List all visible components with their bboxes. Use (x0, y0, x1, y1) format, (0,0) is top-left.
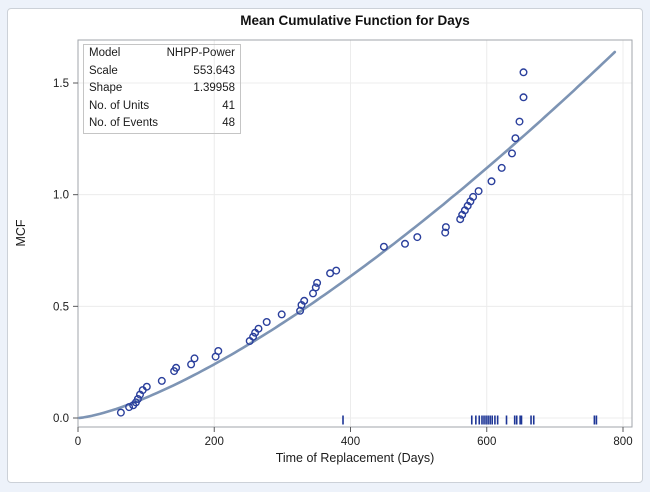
inset-label: No. of Events (89, 117, 159, 129)
inset-value: 41 (222, 99, 235, 112)
inset-row-model: Model NHPP-Power (84, 45, 240, 63)
mcf-point (469, 192, 478, 201)
figure-panel (7, 8, 643, 483)
mcf-point (277, 310, 286, 319)
inset-value: 1.39958 (193, 82, 235, 94)
y-tick-label: 1.5 (53, 78, 69, 90)
mcf-point (172, 363, 181, 372)
model-inset-table: Model NHPP-Power Scale 553.643 Shape 1.3… (83, 44, 241, 134)
mcf-point (487, 177, 496, 186)
inset-label: Model (89, 47, 121, 59)
axis-ticks (73, 82, 624, 432)
mcf-points (116, 68, 528, 417)
y-axis-title: MCF (14, 219, 28, 247)
mcf-point (262, 318, 271, 327)
x-tick-label: 200 (205, 436, 224, 448)
y-tick-label: 0.5 (53, 301, 69, 313)
mcf-point (401, 239, 410, 248)
mcf-point (441, 223, 450, 232)
rug-marks (342, 415, 598, 425)
mcf-point (300, 296, 309, 305)
inset-label: Scale (89, 64, 118, 77)
y-tick-label: 1.0 (53, 190, 69, 202)
mcf-point (157, 376, 166, 385)
mcf-point (116, 408, 125, 417)
inset-row-scale: Scale 553.643 (84, 63, 240, 81)
mcf-point (515, 117, 524, 126)
inset-value: NHPP-Power (166, 47, 235, 59)
mcf-point (519, 93, 528, 102)
mcf-point (249, 332, 258, 341)
x-tick-labels: 0 200 400 600 800 (75, 436, 633, 448)
inset-value: 48 (222, 117, 235, 129)
mcf-point (214, 347, 223, 356)
mcf-point (190, 354, 199, 363)
plot-frame (77, 39, 633, 428)
mcf-point (456, 215, 465, 224)
mcf-point (511, 134, 520, 143)
mcf-point (332, 266, 341, 275)
inset-value: 553.643 (193, 64, 235, 77)
x-tick-label: 0 (75, 436, 81, 448)
inset-row-shape: Shape 1.39958 (84, 80, 240, 98)
mcf-point (379, 242, 388, 251)
inset-label: No. of Units (89, 99, 150, 112)
mcf-point (187, 360, 196, 369)
mcf-point (441, 228, 450, 237)
mcf-point (125, 403, 134, 412)
mcf-point (519, 68, 528, 77)
mcf-point (313, 278, 322, 287)
mcf-point (474, 187, 483, 196)
inset-label: Shape (89, 82, 123, 94)
x-tick-label: 800 (613, 436, 632, 448)
mcf-point (497, 163, 506, 172)
inset-row-units: No. of Units 41 (84, 98, 240, 116)
mcf-point (311, 283, 320, 292)
fit-curve (78, 50, 617, 420)
y-gridlines (78, 82, 632, 419)
y-tick-label: 0.0 (53, 413, 69, 425)
mcf-point (508, 149, 517, 158)
mcf-point (133, 395, 142, 404)
x-axis-title: Time of Replacement (Days) (275, 451, 435, 465)
y-tick-labels: 0.0 0.5 1.0 1.5 (53, 78, 69, 425)
mcf-point (413, 233, 422, 242)
mcf-point (254, 324, 263, 333)
chart-title: Mean Cumulative Function for Days (240, 13, 470, 28)
mcf-point (142, 382, 151, 391)
inset-row-events: No. of Events 48 (84, 115, 240, 133)
x-tick-label: 600 (477, 436, 496, 448)
x-tick-label: 400 (341, 436, 360, 448)
